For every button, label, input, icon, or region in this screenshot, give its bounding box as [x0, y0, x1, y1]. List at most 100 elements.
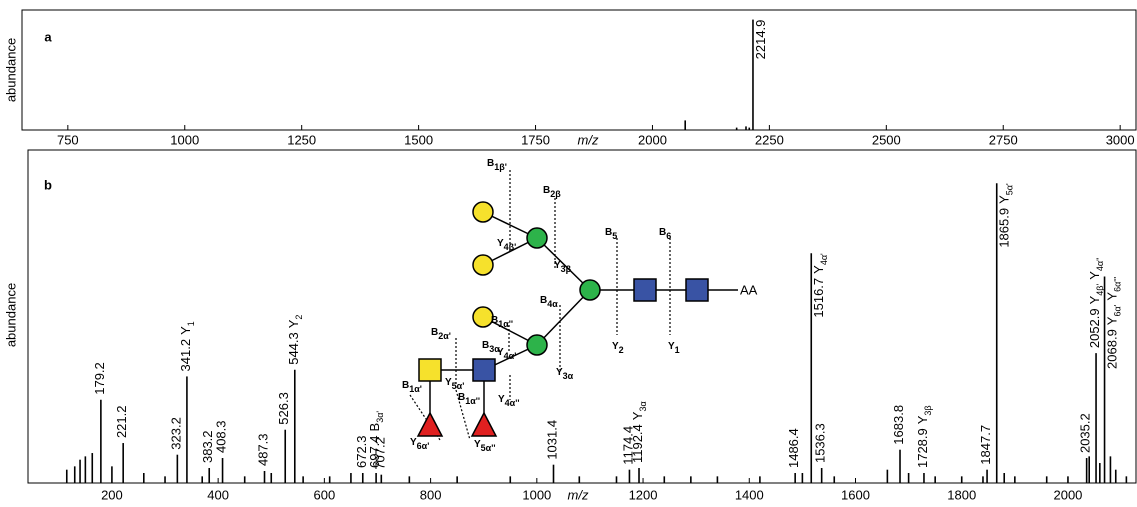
x-axis-label: m/z: [568, 487, 589, 502]
glycan-label: Y2: [612, 341, 624, 356]
ion-sub: 6α': [1113, 304, 1123, 316]
peak-label: 1192.4 Y3α: [630, 401, 648, 463]
ion-sub: 1: [675, 345, 680, 355]
glycan-label: Y4α'': [498, 394, 520, 409]
peak-label: 526.3: [277, 392, 292, 425]
glycan-label: Y3α: [556, 367, 574, 382]
ion-sub: 3β: [923, 405, 933, 415]
ion-name: Y: [474, 439, 481, 450]
x-tick-label: 2250: [755, 132, 784, 147]
peak-label: 672.3: [354, 435, 369, 468]
ion-name: Y: [498, 394, 505, 405]
ion-name: B: [482, 340, 489, 351]
ion-name: Y: [1105, 316, 1120, 325]
glycan-label: B4α: [540, 295, 558, 310]
glycan-label: Y3β: [554, 260, 572, 275]
ion-sub: 5α': [1005, 183, 1015, 195]
peak-mz: 526.3: [277, 392, 292, 425]
glycan-label: B2α': [431, 327, 451, 342]
ion-name: Y: [612, 341, 619, 352]
ion-sub: 5α'': [481, 443, 496, 453]
x-tick-label: 200: [101, 487, 123, 502]
ion-name: Y: [812, 265, 827, 274]
x-tick-label: 1400: [735, 487, 764, 502]
peak-mz: 1031.4: [545, 420, 560, 460]
panel-letter: a: [44, 29, 52, 44]
x-tick-label: 2500: [872, 132, 901, 147]
glycan-label: B2β: [543, 185, 561, 200]
peak-mz: 323.2: [169, 417, 184, 450]
x-tick-label: 1800: [947, 487, 976, 502]
peak-label: 323.2: [169, 417, 184, 450]
peak-label: 2214.9: [753, 20, 768, 60]
x-tick-label: 3000: [1106, 132, 1135, 147]
panel-letter: b: [44, 177, 52, 192]
ion-sub: 2β: [550, 189, 561, 199]
ion-name: B: [402, 380, 409, 391]
glycan-label: B1α'': [491, 315, 513, 330]
peak-label: 707.2: [373, 437, 388, 470]
x-tick-label: 1500: [404, 132, 433, 147]
peak-label: 2068.9Y6α'Y6α''': [1105, 276, 1123, 369]
glycan-label: B1β': [487, 158, 507, 173]
ion-name: Y: [915, 415, 930, 424]
peak-label: 1516.7 Y4α': [812, 253, 830, 318]
ion-sub: 3α: [489, 344, 500, 354]
glycan-diagram: [409, 170, 738, 441]
ion-sub: 4α'': [505, 398, 520, 408]
x-axis-label: m/z: [578, 132, 599, 147]
glycan-label: B3α: [482, 340, 500, 355]
peak-label: 1728.9 Y3β: [915, 405, 933, 468]
glycan-label: Y6α': [410, 437, 429, 452]
x-tick-label: 800: [420, 487, 442, 502]
ion-sub: 6: [666, 231, 671, 241]
ion-name: Y: [1087, 295, 1102, 304]
glycan-label: Y4β': [497, 238, 516, 253]
ion-name: B: [491, 315, 498, 326]
peak-mz: 1683.8: [891, 405, 906, 445]
ion-sub: 3β: [561, 264, 572, 274]
x-tick-label: 2000: [638, 132, 667, 147]
ion-sub: 4β': [504, 242, 517, 252]
peak-mz: 1486.4: [787, 428, 802, 468]
x-tick-label: 600: [314, 487, 336, 502]
ion-name: Y: [410, 437, 417, 448]
plot-frame: [27, 149, 1137, 484]
ion-sub: 1α': [409, 384, 422, 394]
ion-sub: 1α'': [465, 396, 480, 406]
x-tick-label: 1200: [629, 487, 658, 502]
ion-name: B: [431, 327, 438, 338]
peak-label: 179.2: [92, 362, 107, 395]
x-tick-label: 2000: [1053, 487, 1082, 502]
ion-sub: 4β': [1095, 284, 1105, 296]
peak-label: 383.2: [201, 430, 216, 463]
ion-name: Y: [554, 260, 561, 271]
ion-name: Y: [1087, 271, 1102, 280]
aglycone-label: AA: [740, 282, 758, 297]
peak-mz: 383.2: [201, 430, 216, 463]
y-axis-label: abundance: [3, 283, 18, 347]
peak-mz: 1192.4: [630, 424, 645, 463]
y-axis-label: abundance: [3, 38, 18, 102]
peak-mz: 341.2: [178, 339, 193, 372]
glycan-label: Y5α': [445, 377, 464, 392]
peak-mz: 2214.9: [753, 20, 768, 60]
x-tick-label: 1000: [522, 487, 551, 502]
ion-sub: 2: [294, 315, 304, 320]
x-tick-label: 400: [207, 487, 229, 502]
peak-label: 697.4 B3α': [368, 411, 386, 468]
peak-mz: 697.4: [368, 435, 383, 468]
peak-mz: 1847.7: [978, 425, 993, 465]
peak-label: 1486.4: [787, 428, 802, 468]
peak-mz: 179.2: [92, 362, 107, 395]
ion-name: Y: [630, 411, 645, 420]
ion-sub: 5: [612, 231, 617, 241]
peak-label: 1865.9 Y5α': [997, 183, 1015, 248]
peak-mz: 1536.3: [813, 423, 828, 463]
ion-sub: 4α: [547, 299, 558, 309]
glycan-label: Y4α': [497, 347, 516, 362]
x-tick-label: 1600: [841, 487, 870, 502]
ion-name: B: [458, 392, 465, 403]
ion-sub: 2α': [438, 331, 451, 341]
